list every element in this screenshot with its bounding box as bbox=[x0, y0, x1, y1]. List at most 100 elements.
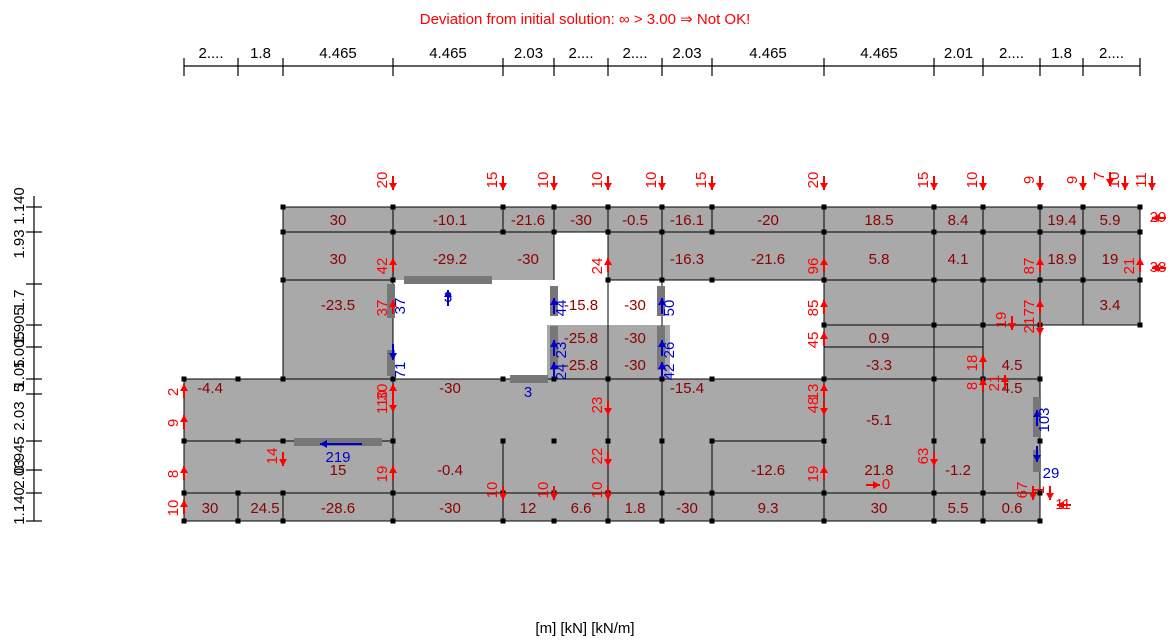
blue-force-label: 23 bbox=[553, 342, 570, 359]
slab-value-label: 5.8 bbox=[869, 251, 890, 268]
left-dimension-label: 1.93 bbox=[11, 229, 28, 258]
red-force-label: 21 bbox=[1021, 317, 1038, 334]
slab-value-label: -0.4 bbox=[437, 462, 463, 479]
blue-force-head bbox=[550, 362, 558, 369]
node-marker bbox=[709, 490, 715, 496]
blue-force-head bbox=[658, 362, 666, 369]
red-force-label: 19 bbox=[805, 466, 822, 483]
left-dimension-label: 1.905 bbox=[11, 307, 28, 345]
red-force-label: 19 bbox=[374, 466, 391, 483]
slab-value-label: -15.8 bbox=[564, 297, 598, 314]
blue-force-head bbox=[320, 440, 327, 448]
red-force-label: 24 bbox=[589, 258, 606, 275]
node-marker bbox=[605, 229, 611, 235]
node-marker bbox=[551, 518, 557, 524]
red-force-arrow: 0 bbox=[866, 476, 890, 493]
red-force-head bbox=[1036, 183, 1044, 190]
red-force-arrow: 10 bbox=[535, 172, 558, 190]
red-force-head bbox=[604, 459, 612, 466]
node-marker bbox=[390, 204, 396, 210]
node-marker bbox=[390, 376, 396, 382]
red-force-arrow: 11 bbox=[1055, 496, 1071, 513]
left-dimension-label: 1.140 bbox=[11, 487, 28, 525]
blue-force-label: 219 bbox=[325, 449, 350, 466]
node-marker bbox=[605, 518, 611, 524]
red-force-head bbox=[279, 459, 287, 466]
node-marker bbox=[500, 438, 506, 444]
red-force-label: 9 bbox=[1021, 176, 1038, 184]
red-force-head bbox=[180, 384, 188, 391]
top-dimension-label: 2.... bbox=[1099, 45, 1124, 62]
slab-region bbox=[554, 207, 608, 232]
red-force-arrow: 8 bbox=[165, 466, 188, 480]
node-marker bbox=[1037, 438, 1043, 444]
node-marker bbox=[931, 229, 937, 235]
red-force-head bbox=[1008, 323, 1016, 330]
red-force-label: 15 bbox=[915, 172, 932, 189]
slab-value-label: -30 bbox=[624, 297, 646, 314]
red-force-label: 22 bbox=[589, 448, 606, 465]
red-force-head bbox=[604, 408, 612, 415]
node-marker bbox=[1137, 229, 1143, 235]
blue-force-head bbox=[658, 340, 666, 347]
slab-value-label: -16.1 bbox=[670, 212, 704, 229]
red-force-arrow: 8 bbox=[964, 378, 987, 392]
blue-force-head bbox=[444, 290, 452, 297]
top-dimension-label: 2.03 bbox=[514, 45, 543, 62]
top-dimension-label: 1.8 bbox=[250, 45, 271, 62]
red-force-label: 38 bbox=[1150, 259, 1167, 276]
slab-value-label: -10.1 bbox=[433, 212, 467, 229]
red-force-label: 21 bbox=[986, 375, 1003, 392]
top-dimension-label: 2.... bbox=[568, 45, 593, 62]
red-force-head bbox=[820, 408, 828, 415]
red-force-label: 10 bbox=[484, 482, 501, 499]
red-force-arrow: 48 bbox=[805, 397, 828, 415]
red-force-label: 85 bbox=[805, 300, 822, 317]
red-force-label: 10 bbox=[643, 172, 660, 189]
red-force-head bbox=[1036, 328, 1044, 335]
red-force-arrow: 10 bbox=[643, 172, 666, 190]
node-marker bbox=[980, 229, 986, 235]
red-force-arrow: 7 bbox=[1091, 172, 1114, 186]
slab-value-label: -4.4 bbox=[197, 380, 223, 397]
node-marker bbox=[980, 322, 986, 328]
red-force-arrow: 18 bbox=[964, 355, 987, 371]
deviation-title: Deviation from initial solution: ∞ > 3.0… bbox=[420, 11, 751, 28]
support-bar bbox=[387, 284, 395, 318]
blue-force-head bbox=[1033, 455, 1041, 462]
blue-force-arrows: 3 37 44 50 23 26 71 24 42 3 219 103 29 bbox=[320, 289, 1059, 482]
node-marker bbox=[1037, 204, 1043, 210]
node-marker bbox=[980, 204, 986, 210]
red-force-label: 11 bbox=[1133, 172, 1150, 188]
red-force-head bbox=[604, 258, 612, 265]
node-marker bbox=[659, 277, 665, 283]
node-marker bbox=[821, 322, 827, 328]
red-force-arrow: 15 bbox=[484, 172, 507, 190]
red-force-arrow: 45 bbox=[805, 332, 828, 348]
node-marker bbox=[390, 277, 396, 283]
red-force-label: 19 bbox=[993, 312, 1010, 329]
blue-force-arrow: 26 bbox=[658, 340, 678, 358]
node-marker bbox=[280, 277, 286, 283]
left-dimension-label: 2.03 bbox=[11, 401, 28, 430]
node-marker bbox=[280, 229, 286, 235]
slab-value-label: 18.5 bbox=[864, 212, 893, 229]
blue-force-arrow: 103 bbox=[1033, 407, 1053, 433]
blue-force-label: 3 bbox=[444, 289, 452, 306]
support-bar bbox=[294, 438, 382, 446]
red-force-arrow: 29 bbox=[1150, 209, 1167, 226]
red-force-label: 67 bbox=[1014, 482, 1031, 499]
red-force-arrow: 22 bbox=[589, 448, 612, 466]
slab-value-label: -21.6 bbox=[511, 212, 545, 229]
blue-force-arrow: 23 bbox=[550, 340, 570, 358]
slab-value-label: 30 bbox=[871, 500, 888, 517]
slab-value-label: -0.5 bbox=[622, 212, 648, 229]
slab-region bbox=[283, 207, 554, 280]
red-force-head bbox=[1136, 258, 1144, 265]
red-force-arrow: 13 bbox=[805, 384, 828, 400]
red-force-label: 1 bbox=[1031, 486, 1048, 494]
node-marker bbox=[390, 229, 396, 235]
red-force-label: 29 bbox=[1150, 209, 1167, 226]
slab-value-label: -15.4 bbox=[670, 380, 704, 397]
